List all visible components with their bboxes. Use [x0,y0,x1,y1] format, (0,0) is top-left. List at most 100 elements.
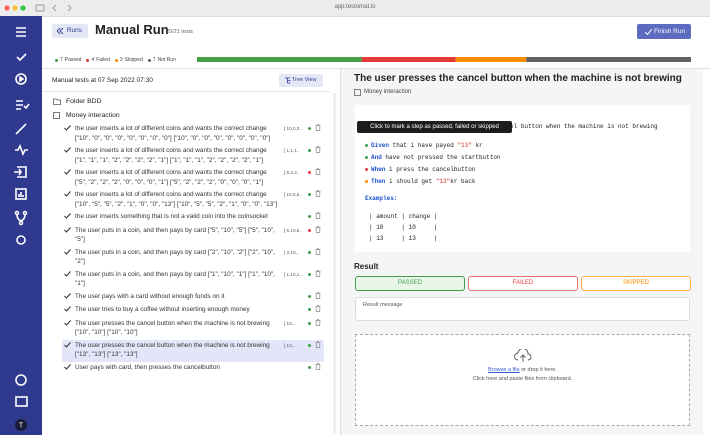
test-item[interactable]: The user pays with a card without enough… [62,291,324,305]
upload-icon [514,349,532,362]
finish-button[interactable]: Finish Run [637,24,691,39]
right-panel: The user presses the cancel button when … [341,69,703,435]
examples-row: | 10 | 10 | [369,224,438,231]
tree-view-button[interactable]: Tree View [279,74,323,87]
stats: 7 Passed 4 Failed 3 Skipped 7 Not Run [55,57,176,63]
step[interactable]: And have not pressed the startbutton [365,151,501,163]
test-example: [ 1,10,1.. [284,271,302,277]
step-text: kr back [450,177,476,185]
delete-icon[interactable] [315,318,321,330]
delete-icon[interactable] [315,247,321,259]
examples-row: | 13 | 13 | [369,235,438,242]
test-item[interactable]: the user inserts a lot of different coin… [62,145,324,167]
failed-button[interactable]: FAILED [468,276,578,291]
passed-button[interactable]: PASSED [355,276,465,291]
message-input[interactable]: Result message [355,297,690,321]
status-dot [308,193,311,196]
browse-link[interactable]: Browse a file [488,367,520,373]
step[interactable]: Given that i have payed "13" kr [365,139,501,151]
check-icon [64,191,72,201]
status-dot [308,127,311,130]
delete-icon[interactable] [315,340,321,352]
test-item[interactable]: User pays with card, then presses the ca… [62,362,324,376]
test-item[interactable]: the user inserts a lot of different coin… [62,167,324,189]
test-item[interactable]: The user puts in a coin, and then pays b… [62,225,324,247]
drop-text: or drop it here. [519,367,557,373]
stat-label: Failed [96,57,110,63]
test-item[interactable]: The user presses the cancel button when … [62,339,324,362]
test-title: The user presses the cancel button when … [75,341,270,359]
delete-icon[interactable] [315,305,321,316]
step-dot [365,179,368,183]
status-dot [308,365,311,369]
test-item[interactable]: The user tries to buy a coffee without i… [62,304,324,318]
window-controls [4,4,72,12]
status-dot [308,343,311,347]
progress-bar [197,57,691,62]
delete-icon[interactable] [315,269,321,281]
stat: 3 Skipped [114,57,143,63]
steps: Given that i have payed "13" kr And have … [365,139,501,187]
status-dot [308,171,311,174]
step-keyword: When [371,165,386,173]
check-icon [64,125,72,135]
result-heading: Result [354,262,379,271]
examples-row: | amount | change | [369,213,438,220]
check-icon [64,292,72,303]
step-dot [365,167,368,171]
suite-icon [53,112,60,119]
delete-icon[interactable] [315,212,321,223]
delete-icon[interactable] [315,190,321,201]
delete-icon[interactable] [315,168,321,179]
check-icon [64,226,72,237]
delete-icon[interactable] [315,291,321,303]
stat: 7 Not Run [147,57,176,63]
progress-segment [526,57,691,62]
stat: 7 Passed [55,57,81,63]
upload-area[interactable]: Browse a file or drop it here. Click her… [355,334,690,426]
test-item[interactable]: The user presses the cancel button when … [62,318,324,340]
delete-icon[interactable] [315,225,321,237]
test-item[interactable]: the user inserts something that is not a… [62,211,324,225]
url[interactable]: app.testomat.io [334,4,376,10]
folder-icon [53,98,61,105]
delete-icon[interactable] [315,146,321,157]
status-dot [308,294,311,298]
message-placeholder: Result message [363,302,403,308]
folder-name[interactable]: Folder BDD [66,98,102,105]
delete-icon[interactable] [315,124,321,135]
test-item[interactable]: the user inserts a lot of different coin… [62,189,324,211]
check-icon [64,213,72,223]
check-icon [64,306,72,316]
test-example: [ 10,5,5.. [284,192,302,197]
page-subtitle: 20/21 tests [166,29,193,35]
sidebar-icons[interactable]: T [0,16,42,435]
test-item[interactable]: The user puts in a coin, and then pays b… [62,269,324,291]
step-dot [365,155,368,159]
sidebar: T [0,16,42,435]
test-item[interactable]: The user puts in a coin, and then pays b… [62,247,324,269]
test-title: The user tries to buy a coffee without i… [75,306,250,313]
step-text: have not pressed the startbutton [381,153,501,161]
suite-name[interactable]: Money interaction [66,112,120,119]
step[interactable]: Then i should get "13" kr back [365,175,501,187]
paste-text[interactable]: Click here and paste files from clipboar… [472,376,573,382]
step[interactable]: When i press the cancelbutton [365,163,501,175]
step-string: "13" [435,177,451,185]
tag[interactable]: Money interaction [364,89,412,95]
step-string: "13" [457,141,472,149]
status-dot [308,250,311,254]
delete-icon[interactable] [315,362,321,374]
back-button[interactable]: Runs [52,24,88,38]
skipped-button[interactable]: SKIPPED [581,276,691,291]
test-item[interactable]: the user inserts a lot of different coin… [62,123,324,145]
test-title: the user inserts a lot of different coin… [75,147,267,164]
test-example: [ 2,10,.. [284,249,300,255]
test-title: User pays with card, then presses the ca… [75,363,220,371]
test-list: the user inserts a lot of different coin… [62,123,324,375]
status-dot [308,215,311,218]
status-dot [308,308,311,311]
avatar[interactable]: T [19,423,24,430]
page-edge [703,69,710,435]
